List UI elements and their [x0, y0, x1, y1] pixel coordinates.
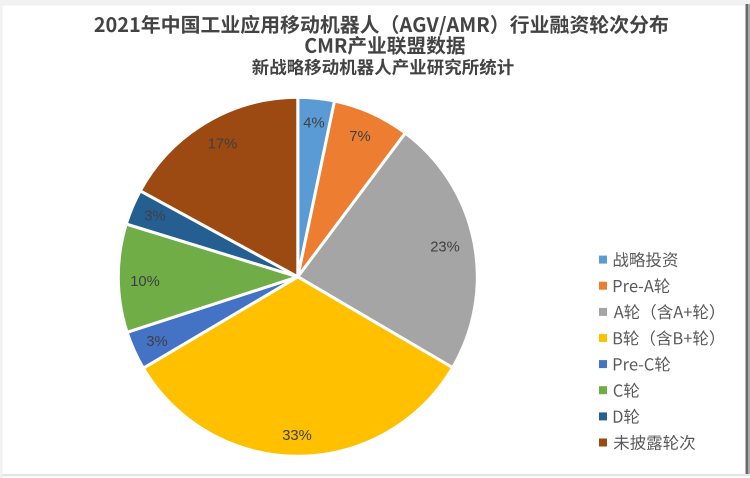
svg-text:7%: 7%: [349, 129, 370, 145]
svg-text:10%: 10%: [130, 274, 160, 290]
svg-text:4%: 4%: [303, 115, 324, 131]
svg-text:23%: 23%: [430, 239, 460, 255]
svg-text:3%: 3%: [146, 334, 167, 350]
svg-text:33%: 33%: [282, 428, 312, 444]
svg-text:17%: 17%: [208, 136, 238, 152]
svg-text:3%: 3%: [144, 209, 165, 225]
